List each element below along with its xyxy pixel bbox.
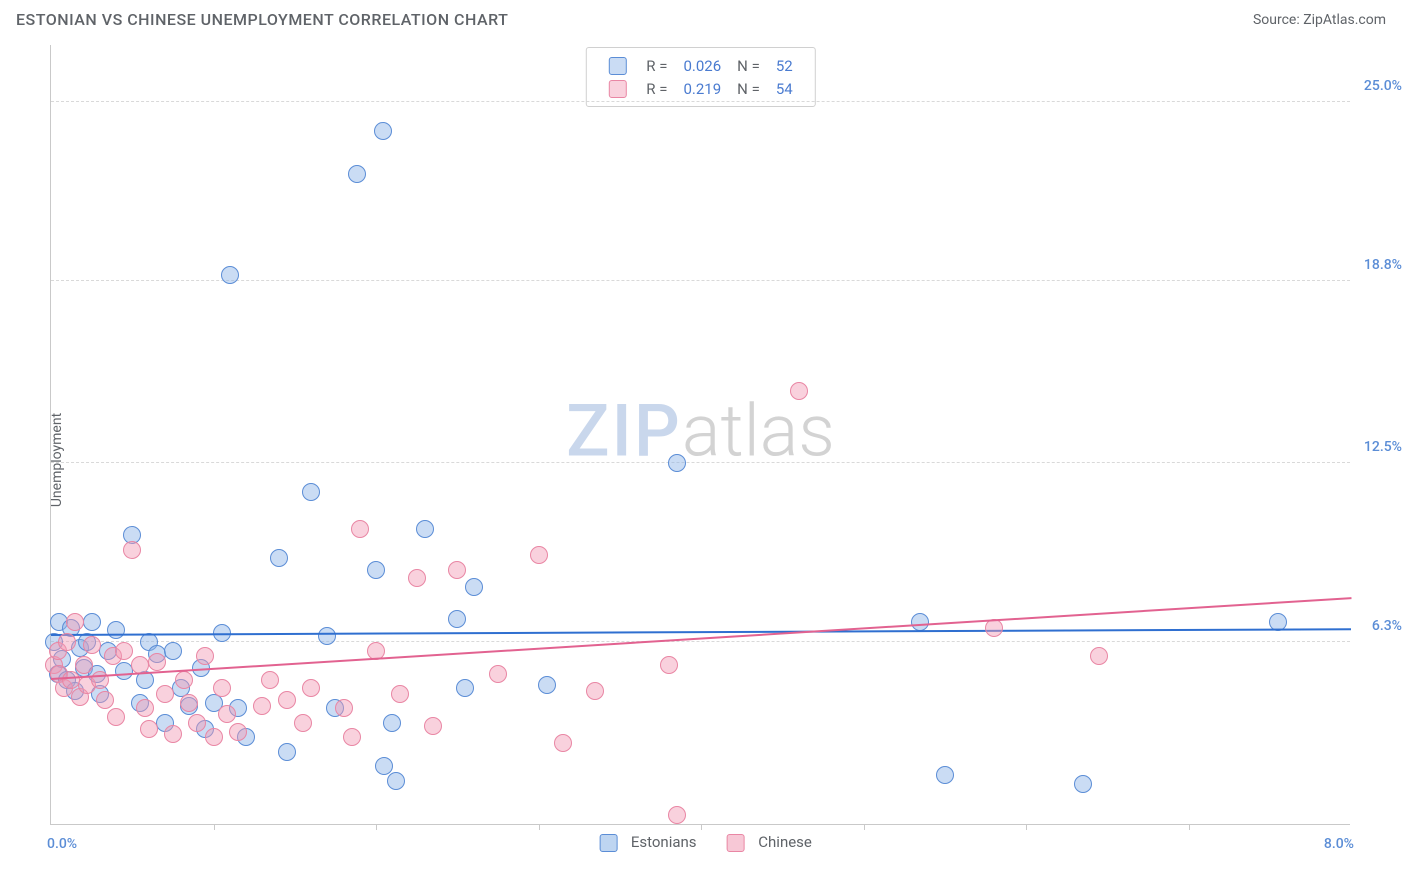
data-point <box>58 633 76 651</box>
gridline <box>51 101 1350 102</box>
data-point <box>374 122 392 140</box>
data-point <box>278 691 296 709</box>
data-point <box>123 541 141 559</box>
data-point <box>66 613 84 631</box>
data-point <box>180 694 198 712</box>
y-tick-label: 12.5% <box>1364 439 1402 455</box>
data-point <box>424 717 442 735</box>
data-point <box>115 642 133 660</box>
x-tick <box>214 824 215 830</box>
data-point <box>140 720 158 738</box>
data-point <box>489 665 507 683</box>
data-point <box>351 520 369 538</box>
data-point <box>448 561 466 579</box>
data-point <box>391 685 409 703</box>
x-tick <box>701 824 702 830</box>
data-point <box>229 723 247 741</box>
data-point <box>175 671 193 689</box>
data-point <box>83 613 101 631</box>
data-point <box>294 714 312 732</box>
stats-row: R =0.219N =54 <box>600 77 800 100</box>
plot-area: ZIPatlas R =0.026N =52R =0.219N =54 Esto… <box>50 45 1350 825</box>
y-tick-label: 18.8% <box>1364 257 1402 273</box>
data-point <box>278 743 296 761</box>
data-point <box>586 682 604 700</box>
data-point <box>96 691 114 709</box>
data-point <box>335 699 353 717</box>
data-point <box>348 165 366 183</box>
chart-header: ESTONIAN VS CHINESE UNEMPLOYMENT CORRELA… <box>0 0 1406 35</box>
x-tick <box>539 824 540 830</box>
data-point <box>302 483 320 501</box>
data-point <box>270 549 288 567</box>
stats-legend: R =0.026N =52R =0.219N =54 <box>585 47 815 107</box>
gridline <box>51 280 1350 281</box>
data-point <box>318 627 336 645</box>
stats-row: R =0.026N =52 <box>600 54 800 77</box>
chart-source: Source: ZipAtlas.com <box>1253 12 1386 28</box>
data-point <box>261 671 279 689</box>
x-tick <box>1189 824 1190 830</box>
y-tick-label: 6.3% <box>1372 618 1402 634</box>
data-point <box>343 728 361 746</box>
data-point <box>383 714 401 732</box>
trend-line <box>51 597 1351 680</box>
data-point <box>1090 647 1108 665</box>
scatter-chart: Unemployment ZIPatlas R =0.026N =52R =0.… <box>0 35 1406 885</box>
data-point <box>213 679 231 697</box>
data-point <box>936 766 954 784</box>
data-point <box>911 613 929 631</box>
x-tick <box>864 824 865 830</box>
data-point <box>107 708 125 726</box>
data-point <box>91 671 109 689</box>
data-point <box>196 647 214 665</box>
data-point <box>164 642 182 660</box>
data-point <box>416 520 434 538</box>
data-point <box>530 546 548 564</box>
data-point <box>164 725 182 743</box>
data-point <box>75 656 93 674</box>
chart-title: ESTONIAN VS CHINESE UNEMPLOYMENT CORRELA… <box>16 10 508 29</box>
legend-item: Estonians <box>589 833 696 851</box>
data-point <box>387 772 405 790</box>
x-axis-max-label: 8.0% <box>1324 836 1354 852</box>
series-legend: Estonians Chinese <box>579 833 822 852</box>
trend-line <box>51 628 1351 636</box>
gridline <box>51 641 1350 642</box>
data-point <box>1074 775 1092 793</box>
y-tick-label: 25.0% <box>1364 78 1402 94</box>
gridline <box>51 462 1350 463</box>
data-point <box>136 699 154 717</box>
data-point <box>302 679 320 697</box>
legend-item: Chinese <box>717 833 812 851</box>
data-point <box>448 610 466 628</box>
data-point <box>148 653 166 671</box>
x-tick <box>1026 824 1027 830</box>
data-point <box>188 714 206 732</box>
data-point <box>367 561 385 579</box>
x-axis-min-label: 0.0% <box>47 836 77 852</box>
data-point <box>156 685 174 703</box>
data-point <box>538 676 556 694</box>
data-point <box>465 578 483 596</box>
data-point <box>218 705 236 723</box>
data-point <box>660 656 678 674</box>
data-point <box>668 806 686 824</box>
data-point <box>408 569 426 587</box>
data-point <box>205 728 223 746</box>
data-point <box>107 621 125 639</box>
data-point <box>668 454 686 472</box>
data-point <box>253 697 271 715</box>
data-point <box>554 734 572 752</box>
data-point <box>83 636 101 654</box>
data-point <box>790 382 808 400</box>
watermark: ZIPatlas <box>566 388 835 473</box>
data-point <box>221 266 239 284</box>
x-tick <box>376 824 377 830</box>
data-point <box>456 679 474 697</box>
